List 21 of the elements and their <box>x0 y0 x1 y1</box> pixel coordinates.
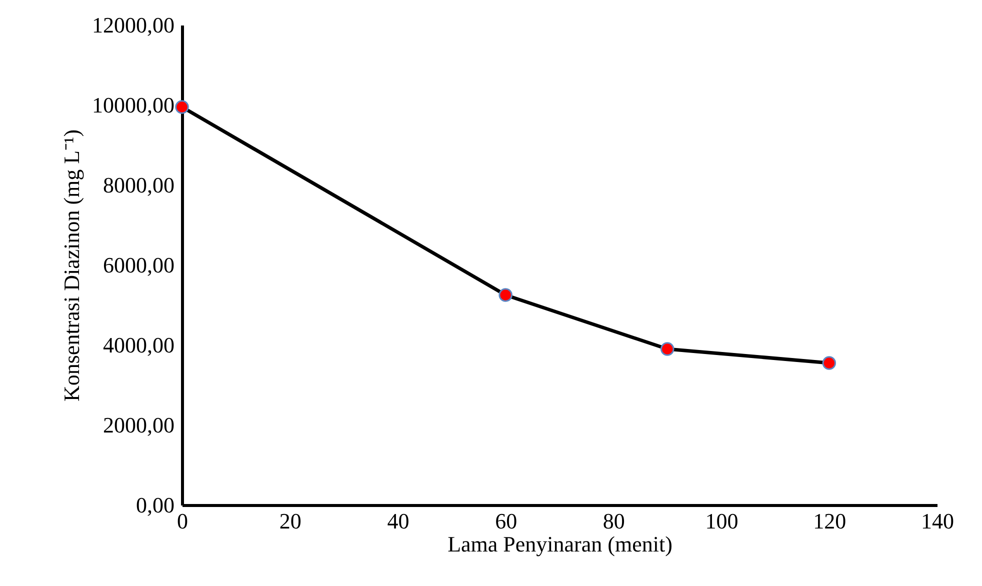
x-tick-label: 20 <box>279 508 302 534</box>
x-axis-title: Lama Penyinaran (menit) <box>448 532 672 556</box>
x-tick-label: 40 <box>387 508 410 534</box>
x-tick-label: 120 <box>813 508 846 534</box>
y-tick-label: 0,00 <box>136 492 174 518</box>
x-tick-label: 140 <box>921 508 954 534</box>
x-tick-label: 80 <box>602 508 625 534</box>
y-tick-label: 2000,00 <box>103 412 174 438</box>
point <box>175 100 189 114</box>
x-tick-label: 100 <box>705 508 738 534</box>
point <box>660 342 674 356</box>
y-tick-label: 6000,00 <box>103 252 174 278</box>
point <box>822 356 836 370</box>
y-axis-title: Konsentrasi Diazinon (mg L⁻¹) <box>59 129 84 402</box>
x-tick-label: 0 <box>177 508 188 534</box>
y-tick-label: 4000,00 <box>103 332 174 358</box>
y-tick-label: 8000,00 <box>103 172 174 198</box>
x-tick-label: 60 <box>495 508 518 534</box>
y-tick-label: 12000,00 <box>92 12 174 38</box>
point <box>498 288 512 302</box>
y-tick-label: 10000,00 <box>92 92 174 118</box>
